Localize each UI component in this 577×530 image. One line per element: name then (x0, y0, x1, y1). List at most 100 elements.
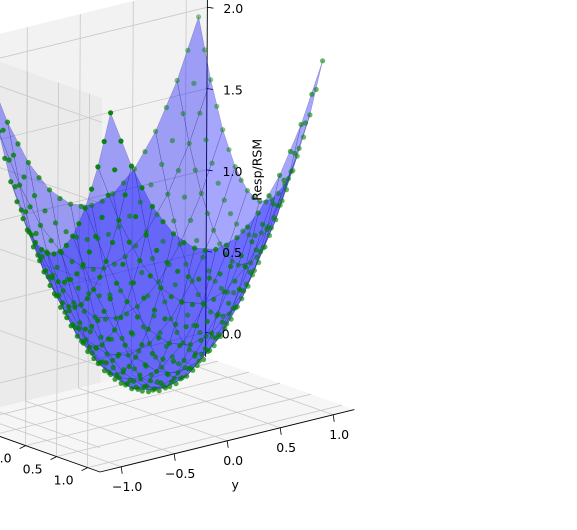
data-point (213, 335, 219, 341)
data-point (224, 321, 230, 327)
data-point (125, 352, 131, 358)
data-point (66, 308, 72, 314)
z-tick-label: 0.0 (222, 326, 242, 341)
tick-marks (19, 6, 335, 474)
data-point (167, 383, 173, 389)
data-point (52, 220, 59, 226)
data-point (176, 361, 182, 367)
data-point (89, 202, 95, 208)
data-point (277, 172, 283, 178)
grid-line (0, 330, 101, 367)
data-point (181, 194, 188, 200)
data-point (105, 231, 111, 237)
data-point (76, 221, 82, 227)
data-point (118, 138, 124, 144)
data-point (35, 252, 41, 258)
data-point (212, 278, 218, 284)
data-point (173, 381, 179, 387)
data-point (66, 304, 72, 310)
data-point (275, 203, 281, 209)
data-point (0, 127, 6, 133)
data-point (107, 296, 113, 302)
data-point (301, 134, 307, 140)
z-tick-label: 2.0 (223, 1, 243, 16)
data-point (111, 261, 118, 267)
data-point (213, 246, 219, 252)
data-point (238, 177, 244, 183)
data-point (200, 356, 207, 363)
data-point (219, 319, 225, 325)
data-point (149, 255, 156, 262)
data-point (302, 120, 309, 126)
data-point (43, 268, 49, 274)
grid-line (0, 169, 207, 221)
data-point (126, 363, 132, 369)
x-tick-label: 0.5 (23, 462, 43, 477)
data-point (131, 366, 137, 372)
data-point (296, 145, 302, 151)
data-point (228, 316, 234, 322)
data-point (30, 244, 37, 250)
data-point (101, 138, 107, 145)
data-point (181, 240, 187, 246)
data-point (60, 288, 66, 294)
data-point (282, 181, 288, 187)
data-point (89, 323, 95, 329)
data-point (169, 379, 175, 385)
data-point (116, 351, 122, 357)
data-point (202, 346, 208, 352)
data-point (248, 260, 254, 266)
data-point (72, 304, 78, 310)
data-point (47, 282, 53, 289)
surface-facet (201, 128, 236, 232)
data-point (80, 261, 86, 268)
data-point (153, 128, 159, 134)
data-point (234, 221, 240, 227)
data-point (128, 163, 135, 169)
data-point (200, 300, 206, 307)
data-point (156, 335, 162, 341)
data-point (137, 372, 143, 378)
data-point (252, 232, 258, 239)
data-point (266, 232, 273, 239)
data-point (58, 304, 64, 310)
data-point (141, 295, 147, 301)
data-point (133, 214, 139, 220)
data-point (14, 199, 20, 205)
data-point (215, 180, 221, 186)
y-axis-label: y (231, 477, 239, 492)
data-point (207, 347, 213, 353)
data-point (143, 232, 149, 238)
grid-line (0, 411, 101, 448)
data-point (208, 309, 214, 315)
data-point (122, 342, 128, 348)
data-point (195, 292, 201, 298)
data-point (257, 198, 263, 204)
grid-line (78, 387, 228, 442)
data-point (89, 186, 95, 192)
data-point (32, 239, 39, 246)
data-point (114, 280, 120, 286)
data-point (153, 354, 159, 360)
data-point (172, 282, 178, 288)
data-point (177, 241, 183, 247)
data-point (206, 268, 212, 274)
data-point (198, 337, 204, 343)
data-point (160, 356, 166, 362)
data-point (152, 386, 158, 392)
data-point (109, 239, 116, 246)
data-point (203, 333, 209, 339)
data-point (151, 313, 157, 319)
data-point (238, 253, 244, 259)
data-point (256, 259, 262, 266)
data-point (31, 193, 38, 199)
data-point (169, 138, 175, 144)
data-point (177, 343, 183, 349)
data-point (142, 149, 148, 155)
data-point (275, 190, 281, 196)
data-point (148, 372, 154, 378)
data-point (89, 350, 95, 356)
data-point (145, 389, 152, 395)
data-point (74, 271, 80, 277)
data-point (165, 191, 171, 197)
